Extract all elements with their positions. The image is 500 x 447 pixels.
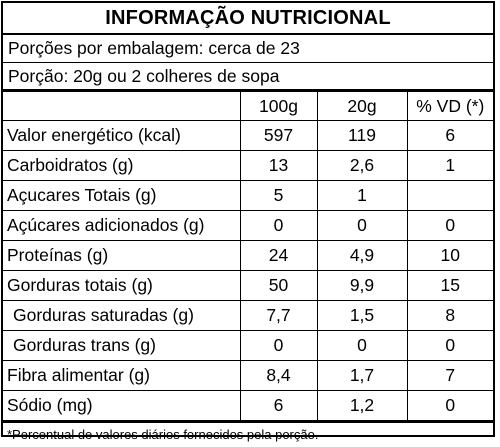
header-cell-20g: 20g [317, 92, 408, 121]
row-label: Carboidratos (g) [3, 150, 241, 181]
table-row: Açúcares adicionados (g) 0 0 0 [3, 210, 493, 241]
header-cell-empty [3, 92, 241, 121]
value-vd: 15 [407, 270, 493, 301]
value-20g: 0 [317, 330, 408, 361]
table-row: Açucares Totais (g) 5 1 [3, 180, 493, 211]
value-vd: 0 [407, 330, 493, 361]
panel-title: INFORMAÇÃO NUTRICIONAL [3, 3, 493, 35]
value-vd: 8 [407, 300, 493, 331]
row-label: Açucares Totais (g) [3, 180, 241, 211]
header-cell-vd: % VD (*) [407, 92, 493, 121]
value-vd: 7 [407, 360, 493, 391]
row-label: Valor energético (kcal) [3, 120, 241, 151]
value-20g: 2,6 [317, 150, 408, 181]
value-20g: 1,2 [317, 390, 408, 423]
value-100g: 0 [240, 210, 318, 241]
row-label: Gorduras totais (g) [3, 270, 241, 301]
value-vd: 0 [407, 210, 493, 241]
footnote: *Percentual de valores diários fornecido… [7, 427, 319, 442]
nutrition-table: 100g 20g % VD (*) Valor energético (kcal… [3, 92, 493, 423]
table-row: Sódio (mg) 6 1,2 0 [3, 390, 493, 423]
row-label: Sódio (mg) [3, 390, 241, 423]
nutrition-facts-panel: INFORMAÇÃO NUTRICIONAL Porções por embal… [1, 1, 495, 442]
row-label: Proteínas (g) [3, 240, 241, 271]
table-header-row: 100g 20g % VD (*) [3, 92, 493, 121]
value-vd: 0 [407, 390, 493, 423]
value-100g: 8,4 [240, 360, 318, 391]
value-100g: 6 [240, 390, 318, 423]
value-20g: 1,7 [317, 360, 408, 391]
table-row: Proteínas (g) 24 4,9 10 [3, 240, 493, 271]
table-row: Gorduras trans (g) 0 0 0 [3, 330, 493, 361]
row-label: Gorduras trans (g) [3, 330, 241, 361]
value-20g: 119 [317, 120, 408, 151]
value-20g: 9,9 [317, 270, 408, 301]
value-vd: 6 [407, 120, 493, 151]
row-label: Gorduras saturadas (g) [3, 300, 241, 331]
value-20g: 0 [317, 210, 408, 241]
table-row: Carboidratos (g) 13 2,6 1 [3, 150, 493, 181]
serving-size: Porção: 20g ou 2 colheres de sopa [3, 63, 493, 92]
table-row: Valor energético (kcal) 597 119 6 [3, 120, 493, 151]
row-label: Açúcares adicionados (g) [3, 210, 241, 241]
value-vd [407, 180, 493, 211]
value-100g: 13 [240, 150, 318, 181]
value-100g: 24 [240, 240, 318, 271]
value-20g: 1,5 [317, 300, 408, 331]
value-20g: 1 [317, 180, 408, 211]
value-20g: 4,9 [317, 240, 408, 271]
servings-per-package: Porções por embalagem: cerca de 23 [3, 35, 493, 63]
row-label: Fibra alimentar (g) [3, 360, 241, 391]
value-100g: 0 [240, 330, 318, 361]
header-cell-100g: 100g [240, 92, 318, 121]
value-vd: 1 [407, 150, 493, 181]
value-100g: 7,7 [240, 300, 318, 331]
value-100g: 50 [240, 270, 318, 301]
table-row: Gorduras totais (g) 50 9,9 15 [3, 270, 493, 301]
value-100g: 597 [240, 120, 318, 151]
value-vd: 10 [407, 240, 493, 271]
table-row: Fibra alimentar (g) 8,4 1,7 7 [3, 360, 493, 391]
table-row: Gorduras saturadas (g) 7,7 1,5 8 [3, 300, 493, 331]
value-100g: 5 [240, 180, 318, 211]
